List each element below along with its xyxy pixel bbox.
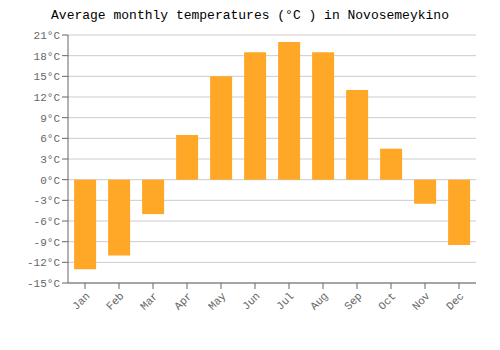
svg-text:-12°C: -12°C: [27, 257, 60, 269]
html-text:Average monthly temperatures (: Average monthly temperatures (°C ) in No…: [51, 8, 449, 23]
svg-text:3°C: 3°C: [40, 154, 60, 166]
svg-text:Sep: Sep: [342, 290, 364, 312]
svg-text:-9°C: -9°C: [34, 237, 61, 249]
svg-text:-6°C: -6°C: [34, 216, 61, 228]
svg-text:Apr: Apr: [172, 290, 194, 312]
svg-text:9°C: 9°C: [40, 113, 60, 125]
svg-text:Nov: Nov: [410, 290, 433, 313]
svg-text:-3°C: -3°C: [34, 195, 61, 207]
svg-text:Oct: Oct: [376, 290, 398, 312]
svg-text:Jan: Jan: [70, 290, 92, 312]
svg-text:-15°C: -15°C: [27, 278, 60, 290]
svg-text:May: May: [206, 290, 229, 313]
svg-text:0°C: 0°C: [40, 175, 60, 187]
svg-text:Feb: Feb: [104, 290, 126, 312]
svg-text:21°C: 21°C: [34, 30, 61, 42]
svg-text:15°C: 15°C: [34, 71, 61, 83]
svg-text:6°C: 6°C: [40, 133, 60, 145]
svg-text:Jul: Jul: [274, 290, 296, 312]
svg-text:Mar: Mar: [138, 290, 160, 312]
svg-text:18°C: 18°C: [34, 51, 61, 63]
svg-text:Jun: Jun: [240, 290, 262, 312]
svg-text:12°C: 12°C: [34, 92, 61, 104]
svg-text:Aug: Aug: [308, 290, 330, 312]
svg-text:Dec: Dec: [444, 290, 466, 312]
